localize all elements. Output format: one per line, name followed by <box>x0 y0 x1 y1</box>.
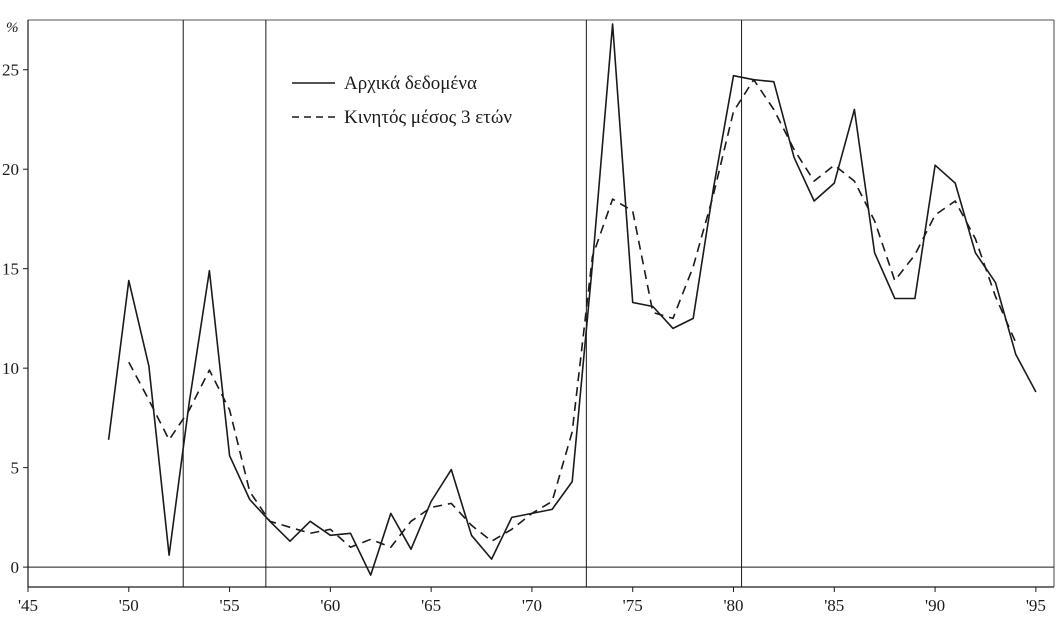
x-tick-label: '45 <box>18 596 38 615</box>
y-tick-label: 0 <box>11 558 20 577</box>
x-tick-label: '55 <box>220 596 240 615</box>
y-tick-label: 25 <box>2 61 19 80</box>
x-tick-label: '65 <box>421 596 441 615</box>
y-tick-label: 10 <box>2 359 19 378</box>
legend: Αρχικά δεδομένα Κινητός μέσος 3 ετών <box>292 73 512 128</box>
legend-label-original: Αρχικά δεδομένα <box>344 73 477 94</box>
x-tick-label: '60 <box>320 596 340 615</box>
axis-ticks: 0 5 10 15 20 25 '45 '50 '55 '60 '65 '70 '75 '80 '85 '90… <box>2 61 1046 615</box>
x-tick-label: '50 <box>119 596 139 615</box>
series-lines <box>107 23 1037 576</box>
y-tick-label: 5 <box>11 459 20 478</box>
legend-label-moving-average: Κινητός μέσος 3 ετών <box>344 107 512 128</box>
series-line-moving-average <box>128 78 1017 549</box>
series-line-original <box>107 23 1037 576</box>
y-tick-label: 20 <box>2 160 19 179</box>
plot-frame <box>27 19 1055 588</box>
x-tick-label: '70 <box>522 596 542 615</box>
x-tick-label: '90 <box>925 596 945 615</box>
period-divider-lines <box>182 20 743 587</box>
y-tick-label: 15 <box>2 260 19 279</box>
y-axis-unit-label: % <box>6 20 19 36</box>
x-tick-label: '95 <box>1026 596 1046 615</box>
x-tick-label: '85 <box>824 596 844 615</box>
x-tick-label: '80 <box>723 596 743 615</box>
x-tick-label: '75 <box>623 596 643 615</box>
